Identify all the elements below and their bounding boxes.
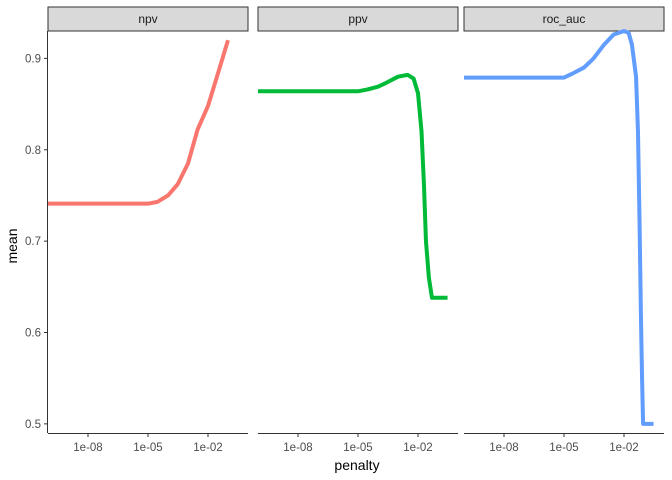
y-axis-title: mean (4, 228, 20, 263)
x-tick-label: 1e-05 (549, 442, 578, 454)
facet-panel-ppv: ppv 1e-08 1e-05 1e-02 (257, 6, 459, 454)
facet-strip-label: ppv (348, 12, 367, 26)
x-tick-label: 1e-08 (489, 442, 518, 454)
y-tick-label: 0.7 (25, 236, 41, 248)
x-tick-label: 1e-08 (73, 442, 102, 454)
x-tick-label: 1e-02 (193, 442, 222, 454)
facet-strip-label: npv (138, 12, 157, 26)
series-line-npv (48, 39, 230, 206)
facet-strip (463, 6, 665, 32)
x-tick-label: 1e-08 (283, 442, 312, 454)
x-tick-label: 1e-05 (343, 442, 372, 454)
y-tick-label: 0.8 (25, 145, 41, 157)
y-axis: 0.5 0.6 0.7 0.8 0.9 (25, 31, 48, 433)
y-tick-label: 0.5 (25, 419, 41, 431)
y-tick-label: 0.9 (25, 53, 41, 65)
facet-strip (257, 6, 459, 32)
facet-strip-label: roc_auc (543, 12, 586, 26)
facet-strip (47, 6, 249, 32)
series-line-ppv (258, 72, 448, 300)
x-axis-title: penalty (334, 457, 379, 473)
facet-panel-npv: npv 1e-08 1e-05 1e-02 (47, 6, 249, 454)
x-tick-label: 1e-05 (133, 442, 162, 454)
facet-panel-roc_auc: roc_auc 1e-08 1e-05 1e-02 (463, 6, 665, 454)
y-tick-label: 0.6 (25, 328, 41, 340)
x-tick-label: 1e-02 (403, 442, 432, 454)
x-tick-label: 1e-02 (609, 442, 638, 454)
series-line-roc_auc (464, 29, 654, 426)
